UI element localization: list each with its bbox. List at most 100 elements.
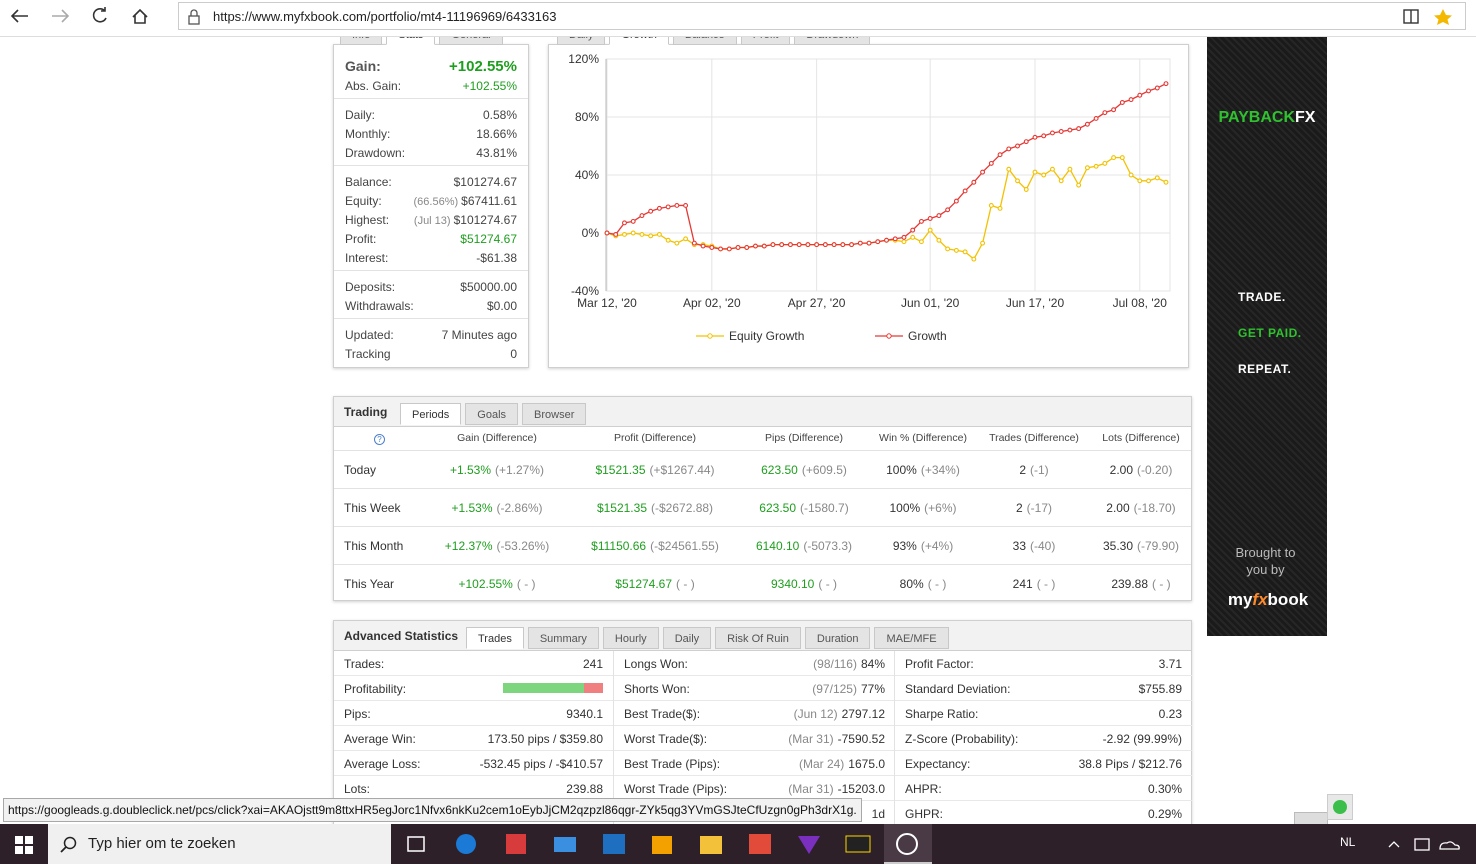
back-button[interactable] (10, 9, 28, 23)
active-app[interactable] (884, 824, 932, 864)
stat-value-wrap: 241 (583, 657, 603, 671)
series-point (639, 232, 645, 237)
stats-label: Balance: (345, 174, 392, 189)
series-point (604, 230, 610, 236)
series-point (665, 204, 671, 210)
series-point (927, 216, 933, 221)
cell-diff: (+4%) (920, 539, 954, 553)
stat-value-wrap: -2.92 (99.99%) (1103, 732, 1182, 746)
series-point (945, 246, 951, 252)
series-point (726, 246, 732, 252)
app-icon[interactable] (798, 836, 820, 854)
stats-value-wrap: $50000.00 (460, 280, 517, 294)
y-tick-label: -40% (571, 284, 599, 298)
panel-title: Trading (344, 405, 388, 419)
refresh-button[interactable] (92, 7, 107, 23)
stats-value-wrap: +102.55% (449, 58, 517, 75)
stats-value-wrap: (66.56%) $67411.61 (414, 194, 517, 208)
stats-column: Trades: 241 Profitability: Pips: 9340.1 Avera… (334, 651, 613, 831)
stat-row: Z-Score (Probability): -2.92 (99.99%) (895, 726, 1192, 751)
x-tick-label: Apr 27, '20 (788, 296, 846, 310)
stat-note: (97/125) (812, 682, 857, 696)
cell-value: 9340.10 (770, 577, 815, 591)
series-point (1128, 172, 1134, 178)
start-button[interactable] (15, 836, 33, 854)
app-icon[interactable] (456, 834, 476, 854)
stats-value: $51274.67 (460, 231, 517, 246)
stat-row: Profitability: (334, 676, 613, 701)
series-point (997, 205, 1003, 211)
app-icon[interactable] (749, 834, 771, 854)
stats-group: Deposits: $50000.00 Withdrawals: $0.00 (334, 271, 528, 319)
stat-value: 1675.0 (848, 757, 885, 771)
stat-value: 0.23 (1158, 707, 1182, 721)
series-point (1119, 100, 1125, 105)
tab[interactable]: Duration (804, 627, 871, 649)
stat-value-wrap: 0.23 (1159, 707, 1182, 721)
chat-icon (1333, 800, 1347, 814)
forward-button[interactable] (52, 9, 70, 23)
tab[interactable]: Periods (400, 403, 462, 425)
series-point (1076, 182, 1082, 188)
series-point (1032, 134, 1038, 140)
series-point (953, 247, 959, 253)
tab-bar: Periods Goals Browser (400, 403, 587, 425)
period-cell: $11150.66 (-$24561.55) (575, 539, 735, 553)
tab[interactable]: Trades (466, 627, 524, 649)
language-indicator[interactable]: NL (1340, 835, 1356, 849)
stat-value-wrap: (Mar 24) 1675.0 (799, 757, 885, 771)
tab[interactable]: Summary (527, 627, 599, 649)
stat-value-wrap: 0.30% (1148, 782, 1182, 796)
period-row: Today +1.53% (+1.27%) $1521.35 (+$1267.44) 62… (334, 450, 1191, 489)
column-header: Profit (Difference) (613, 432, 697, 444)
series-point (1032, 169, 1038, 175)
period-cell: 80%( - ) (843, 577, 1003, 591)
tab[interactable]: Risk Of Ruin (715, 627, 801, 649)
series-point (857, 240, 863, 246)
app-icon[interactable] (700, 836, 722, 854)
address-bar[interactable]: https://www.myfxbook.com/portfolio/mt4-1… (178, 2, 1466, 30)
help-icon[interactable]: ? (374, 434, 385, 445)
stats-value: 7 Minutes ago (441, 327, 517, 342)
advertisement[interactable]: PAYBACKFX TRADE. GET PAID. REPEAT. Broug… (1207, 37, 1327, 636)
ad-brand: PAYBACKFX (1207, 109, 1327, 127)
app-icon[interactable] (506, 834, 526, 854)
stats-value: 0.58% (482, 107, 517, 122)
series-point (1041, 133, 1047, 139)
home-button[interactable] (132, 8, 148, 24)
cell-diff: (-1580.7) (800, 501, 849, 515)
app-icon[interactable] (554, 837, 576, 852)
logo-part: fx (1252, 590, 1268, 609)
favorite-star[interactable] (1434, 9, 1452, 25)
app-icon[interactable] (603, 834, 625, 854)
tab[interactable]: Goals (465, 403, 519, 425)
column-header: Gain (Difference) (457, 432, 537, 444)
stats-label: Equity: (345, 193, 382, 208)
app-icon[interactable] (896, 833, 918, 855)
app-icon[interactable] (407, 836, 425, 852)
chat-button[interactable] (1327, 794, 1353, 820)
y-tick-label: 80% (575, 110, 599, 124)
series-point (735, 245, 741, 250)
stat-note: (Mar 31) (788, 782, 834, 796)
stats-value-wrap: 18.66% (476, 127, 517, 141)
stats-note: (Jul 13) (413, 214, 451, 227)
tab[interactable]: Daily (662, 627, 712, 649)
stat-row: Pips: 9340.1 (334, 701, 613, 726)
stat-label: GHPR: (905, 807, 944, 821)
period-cell: +1.53% (+1.27%) (417, 463, 577, 477)
search-box[interactable]: Typ hier om te zoeken (48, 824, 391, 864)
stats-value-wrap: $101274.67 (454, 175, 517, 189)
series-point (718, 246, 723, 252)
chart: -40% 0% 40% 80% 120% Mar 12, '20 Apr 02, '20 Ap… (568, 52, 1171, 343)
tab[interactable]: MAE/MFE (874, 627, 949, 649)
series-point (1102, 110, 1108, 116)
series-point (1093, 115, 1099, 121)
app-icon[interactable] (652, 836, 672, 854)
tab[interactable]: Browser (522, 403, 587, 425)
tab[interactable]: Hourly (602, 627, 659, 649)
series-point (787, 242, 793, 248)
series-point (700, 243, 706, 249)
app-icon[interactable] (845, 835, 871, 853)
stats-value-wrap: +102.55% (463, 79, 517, 93)
